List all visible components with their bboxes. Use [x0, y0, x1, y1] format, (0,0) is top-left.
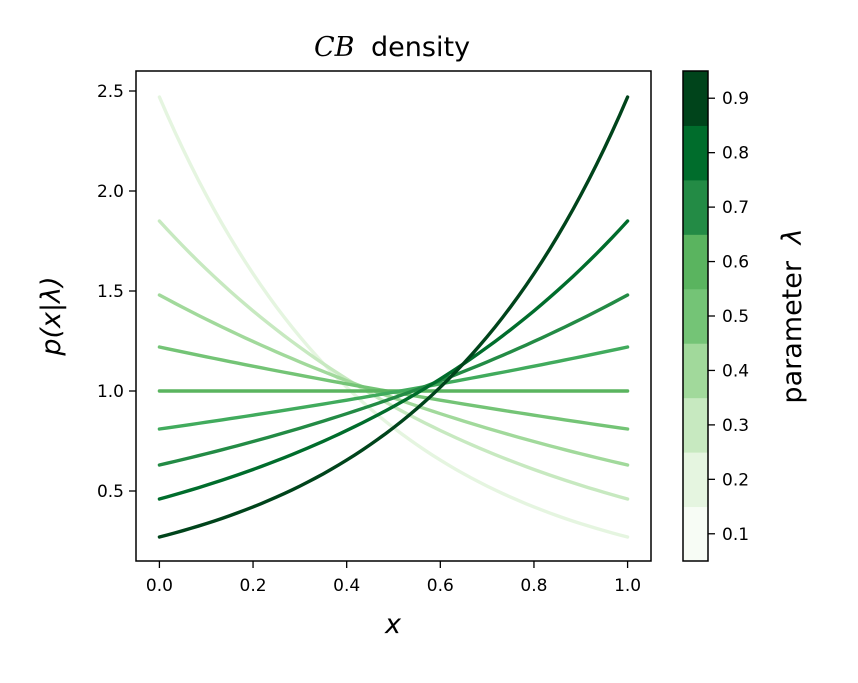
series-line-0.6: [157, 345, 630, 431]
colorbar-segment: [683, 125, 708, 181]
colorbar-segment: [683, 234, 708, 290]
x-tick-label: 0.0: [146, 576, 173, 596]
x-tick-label: 0.6: [427, 576, 454, 596]
colorbar-label-math: λ: [777, 228, 808, 246]
colorbar-segment: [683, 288, 708, 344]
x-tick-label: 0.4: [333, 576, 360, 596]
colorbar-tick-label: 0.8: [722, 144, 749, 164]
y-tick-label: 2.5: [97, 82, 124, 102]
y-axis-label: p(x|λ): [36, 276, 67, 356]
colorbar-tick-label: 0.4: [722, 361, 749, 381]
x-axis-label: x: [384, 609, 402, 640]
series-lines: [157, 95, 630, 539]
chart-title-math: CB: [314, 32, 355, 63]
x-tick-label: 0.8: [520, 576, 547, 596]
colorbar-segment: [683, 71, 708, 126]
colorbar-tick-label: 0.2: [722, 470, 749, 490]
colorbar-label-text: parameter: [777, 260, 808, 403]
colorbar-tick-label: 0.3: [722, 416, 749, 436]
colorbar-ticks: 0.1 0.2 0.3 0.4 0.5 0.6 0.7 0.8 0.9: [708, 89, 749, 545]
colorbar-tick-label: 0.5: [722, 307, 749, 327]
colorbar-tick-label: 0.9: [722, 89, 749, 109]
series-line-0.3: [157, 293, 630, 467]
x-axis-ticks: 0.0 0.2 0.4 0.6 0.8 1.0: [146, 561, 641, 596]
colorbar-segment: [683, 506, 708, 562]
y-tick-label: 2.0: [97, 182, 124, 202]
colorbar-segment: [683, 179, 708, 235]
colorbar-tick-label: 0.7: [722, 198, 749, 218]
chart-title-text: density: [371, 32, 470, 63]
y-tick-label: 0.5: [97, 482, 124, 502]
colorbar-segment: [683, 452, 708, 508]
series-line-0.7: [157, 293, 630, 467]
series-line-0.8: [157, 219, 630, 501]
y-axis-ticks: 0.5 1.0 1.5 2.0 2.5: [97, 82, 136, 502]
x-tick-label: 0.2: [240, 576, 267, 596]
chart-title: CB density: [314, 32, 470, 63]
colorbar: [683, 71, 708, 562]
series-line-0.9: [157, 95, 630, 539]
colorbar-tick-label: 0.6: [722, 253, 749, 273]
x-tick-label: 1.0: [614, 576, 641, 596]
plot-frame: [135, 70, 652, 562]
series-line-0.1: [157, 95, 630, 539]
y-tick-label: 1.0: [97, 382, 124, 402]
colorbar-label: parameter λ: [777, 228, 808, 403]
colorbar-segment: [683, 397, 708, 453]
colorbar-segment: [683, 343, 708, 399]
colorbar-tick-label: 0.1: [722, 525, 749, 545]
y-tick-label: 1.5: [97, 282, 124, 302]
series-line-0.4: [157, 345, 630, 431]
